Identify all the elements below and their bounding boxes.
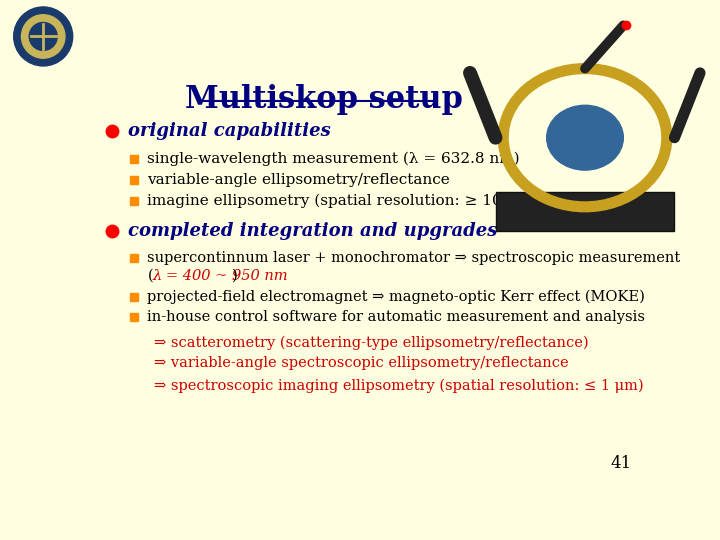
Text: completed integration and upgrades: completed integration and upgrades	[128, 222, 498, 240]
Text: Multiskop setup: Multiskop setup	[186, 84, 463, 114]
Circle shape	[22, 15, 65, 58]
Text: imagine ellipsometry (spatial resolution: ≥ 10 μm): imagine ellipsometry (spatial resolution…	[148, 193, 537, 208]
Text: ⇒ spectroscopic imaging ellipsometry (spatial resolution: ≤ 1 μm): ⇒ spectroscopic imaging ellipsometry (sp…	[154, 379, 644, 393]
Text: original capabilities: original capabilities	[128, 123, 330, 140]
Text: ⇒ variable-angle spectroscopic ellipsometry/reflectance: ⇒ variable-angle spectroscopic ellipsome…	[154, 356, 569, 370]
Text: projected-field electromagnet ⇒ magneto-optic Kerr effect (MOKE): projected-field electromagnet ⇒ magneto-…	[148, 289, 645, 304]
Text: 41: 41	[610, 455, 631, 472]
Text: variable-angle ellipsometry/reflectance: variable-angle ellipsometry/reflectance	[148, 173, 450, 187]
Text: (: (	[148, 269, 153, 283]
Text: in-house control software for automatic measurement and analysis: in-house control software for automatic …	[148, 310, 645, 324]
FancyBboxPatch shape	[495, 192, 675, 231]
Circle shape	[546, 105, 624, 170]
Text: supercontinnum laser + monochromator ⇒ spectroscopic measurement: supercontinnum laser + monochromator ⇒ s…	[148, 251, 680, 265]
Circle shape	[14, 7, 73, 66]
Text: λ = 400 ~ 950 nm: λ = 400 ~ 950 nm	[153, 269, 288, 283]
Text: ⇒ scatterometry (scattering-type ellipsometry/reflectance): ⇒ scatterometry (scattering-type ellipso…	[154, 335, 589, 350]
Text: ): )	[233, 269, 238, 283]
Text: single-wavelength measurement (λ = 632.8 nm): single-wavelength measurement (λ = 632.8…	[148, 152, 520, 166]
Circle shape	[30, 23, 57, 50]
